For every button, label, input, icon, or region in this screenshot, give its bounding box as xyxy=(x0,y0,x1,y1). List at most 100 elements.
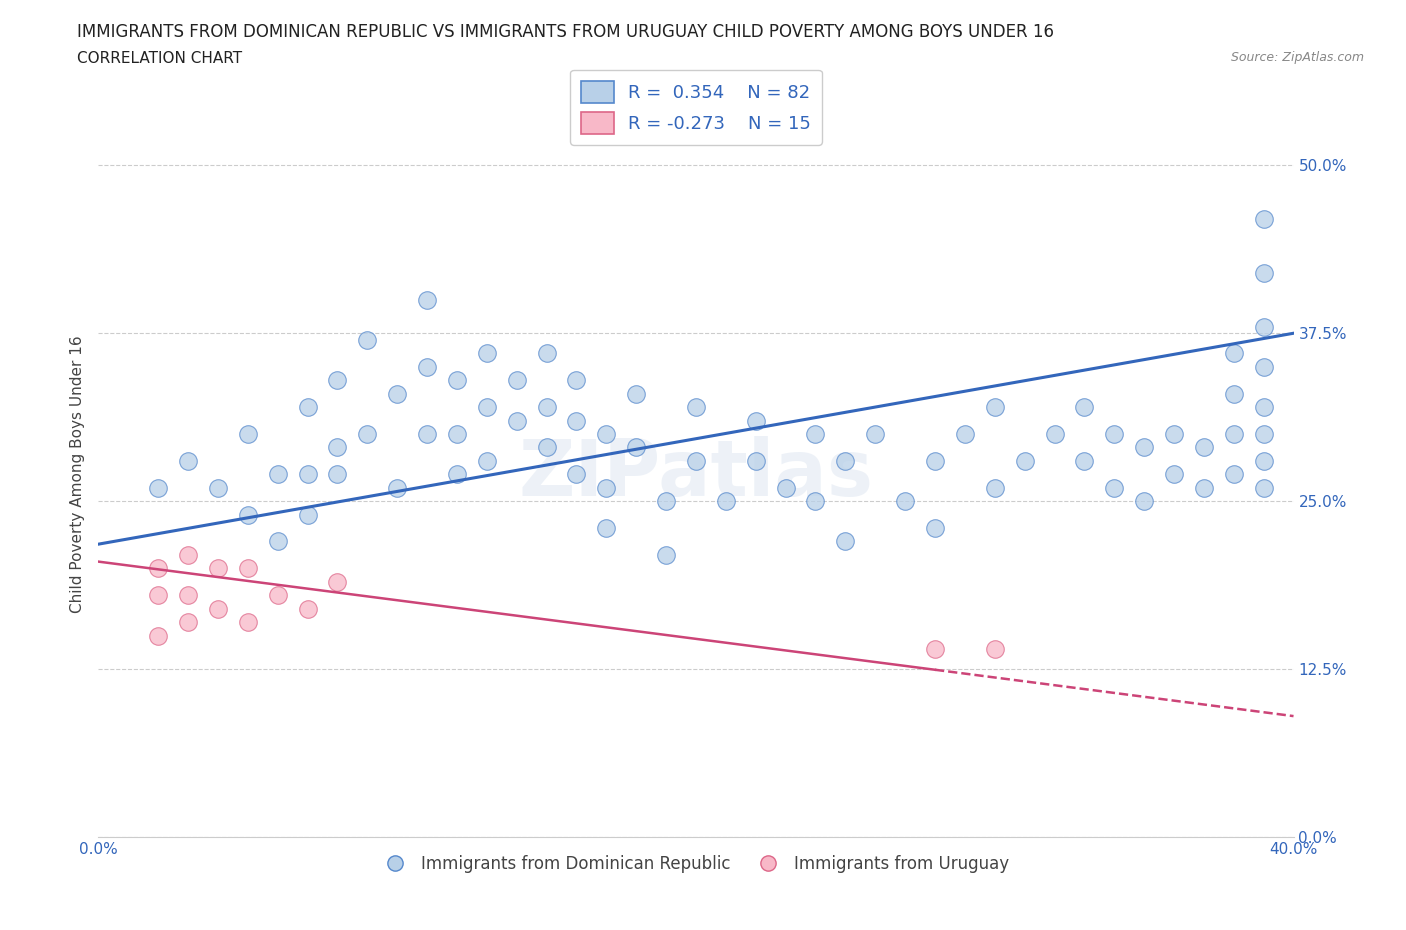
Legend: Immigrants from Dominican Republic, Immigrants from Uruguay: Immigrants from Dominican Republic, Immi… xyxy=(377,848,1015,880)
Point xyxy=(267,588,290,603)
Point xyxy=(565,413,588,428)
Point xyxy=(506,373,529,388)
Point xyxy=(356,333,378,348)
Point xyxy=(565,373,588,388)
Point xyxy=(655,494,678,509)
Point xyxy=(475,454,498,469)
Point xyxy=(1253,454,1275,469)
Point xyxy=(148,628,170,643)
Point xyxy=(1073,400,1095,415)
Point xyxy=(148,588,170,603)
Point xyxy=(236,507,259,522)
Point xyxy=(1014,454,1036,469)
Point xyxy=(177,588,200,603)
Point xyxy=(685,400,707,415)
Point xyxy=(1253,319,1275,334)
Point xyxy=(984,480,1007,495)
Point xyxy=(267,534,290,549)
Point xyxy=(446,467,468,482)
Point xyxy=(326,373,349,388)
Point xyxy=(565,467,588,482)
Point xyxy=(297,601,319,616)
Point xyxy=(714,494,737,509)
Point xyxy=(326,440,349,455)
Point xyxy=(1253,400,1275,415)
Text: IMMIGRANTS FROM DOMINICAN REPUBLIC VS IMMIGRANTS FROM URUGUAY CHILD POVERTY AMON: IMMIGRANTS FROM DOMINICAN REPUBLIC VS IM… xyxy=(77,23,1054,41)
Point xyxy=(1073,454,1095,469)
Point xyxy=(894,494,917,509)
Point xyxy=(685,454,707,469)
Point xyxy=(745,413,768,428)
Point xyxy=(984,642,1007,657)
Point xyxy=(1133,494,1156,509)
Point xyxy=(655,548,678,563)
Point xyxy=(416,359,439,374)
Point xyxy=(1253,265,1275,280)
Point xyxy=(446,427,468,442)
Point xyxy=(626,440,648,455)
Point xyxy=(177,548,200,563)
Point xyxy=(356,427,378,442)
Point xyxy=(924,642,946,657)
Point xyxy=(326,467,349,482)
Point xyxy=(536,440,558,455)
Point xyxy=(267,467,290,482)
Point xyxy=(297,507,319,522)
Point xyxy=(385,386,409,401)
Point xyxy=(804,427,827,442)
Point xyxy=(1192,480,1215,495)
Point xyxy=(1223,427,1246,442)
Text: Source: ZipAtlas.com: Source: ZipAtlas.com xyxy=(1230,51,1364,64)
Point xyxy=(1104,480,1126,495)
Point xyxy=(804,494,827,509)
Point xyxy=(207,561,229,576)
Point xyxy=(745,454,768,469)
Point xyxy=(536,346,558,361)
Point xyxy=(148,561,170,576)
Point xyxy=(416,427,439,442)
Point xyxy=(834,454,856,469)
Point xyxy=(1133,440,1156,455)
Point xyxy=(1043,427,1066,442)
Point xyxy=(953,427,976,442)
Point xyxy=(297,467,319,482)
Point xyxy=(984,400,1007,415)
Point xyxy=(297,400,319,415)
Point xyxy=(924,521,946,536)
Point xyxy=(1223,346,1246,361)
Point xyxy=(924,454,946,469)
Point xyxy=(1253,427,1275,442)
Point xyxy=(207,480,229,495)
Text: ZIPatlas: ZIPatlas xyxy=(519,436,873,512)
Point xyxy=(834,534,856,549)
Point xyxy=(326,575,349,590)
Point xyxy=(148,480,170,495)
Point xyxy=(475,346,498,361)
Point xyxy=(236,561,259,576)
Point xyxy=(1253,359,1275,374)
Point xyxy=(595,427,617,442)
Point xyxy=(1223,386,1246,401)
Text: CORRELATION CHART: CORRELATION CHART xyxy=(77,51,242,66)
Point xyxy=(595,521,617,536)
Point xyxy=(536,400,558,415)
Point xyxy=(177,454,200,469)
Point xyxy=(1104,427,1126,442)
Point xyxy=(506,413,529,428)
Point xyxy=(1192,440,1215,455)
Point xyxy=(626,386,648,401)
Point xyxy=(446,373,468,388)
Point xyxy=(1223,467,1246,482)
Point xyxy=(207,601,229,616)
Y-axis label: Child Poverty Among Boys Under 16: Child Poverty Among Boys Under 16 xyxy=(69,336,84,613)
Point xyxy=(1253,480,1275,495)
Point xyxy=(385,480,409,495)
Point xyxy=(595,480,617,495)
Point xyxy=(865,427,887,442)
Point xyxy=(1163,427,1185,442)
Point xyxy=(236,615,259,630)
Point xyxy=(177,615,200,630)
Point xyxy=(236,427,259,442)
Point xyxy=(1163,467,1185,482)
Point xyxy=(1253,212,1275,227)
